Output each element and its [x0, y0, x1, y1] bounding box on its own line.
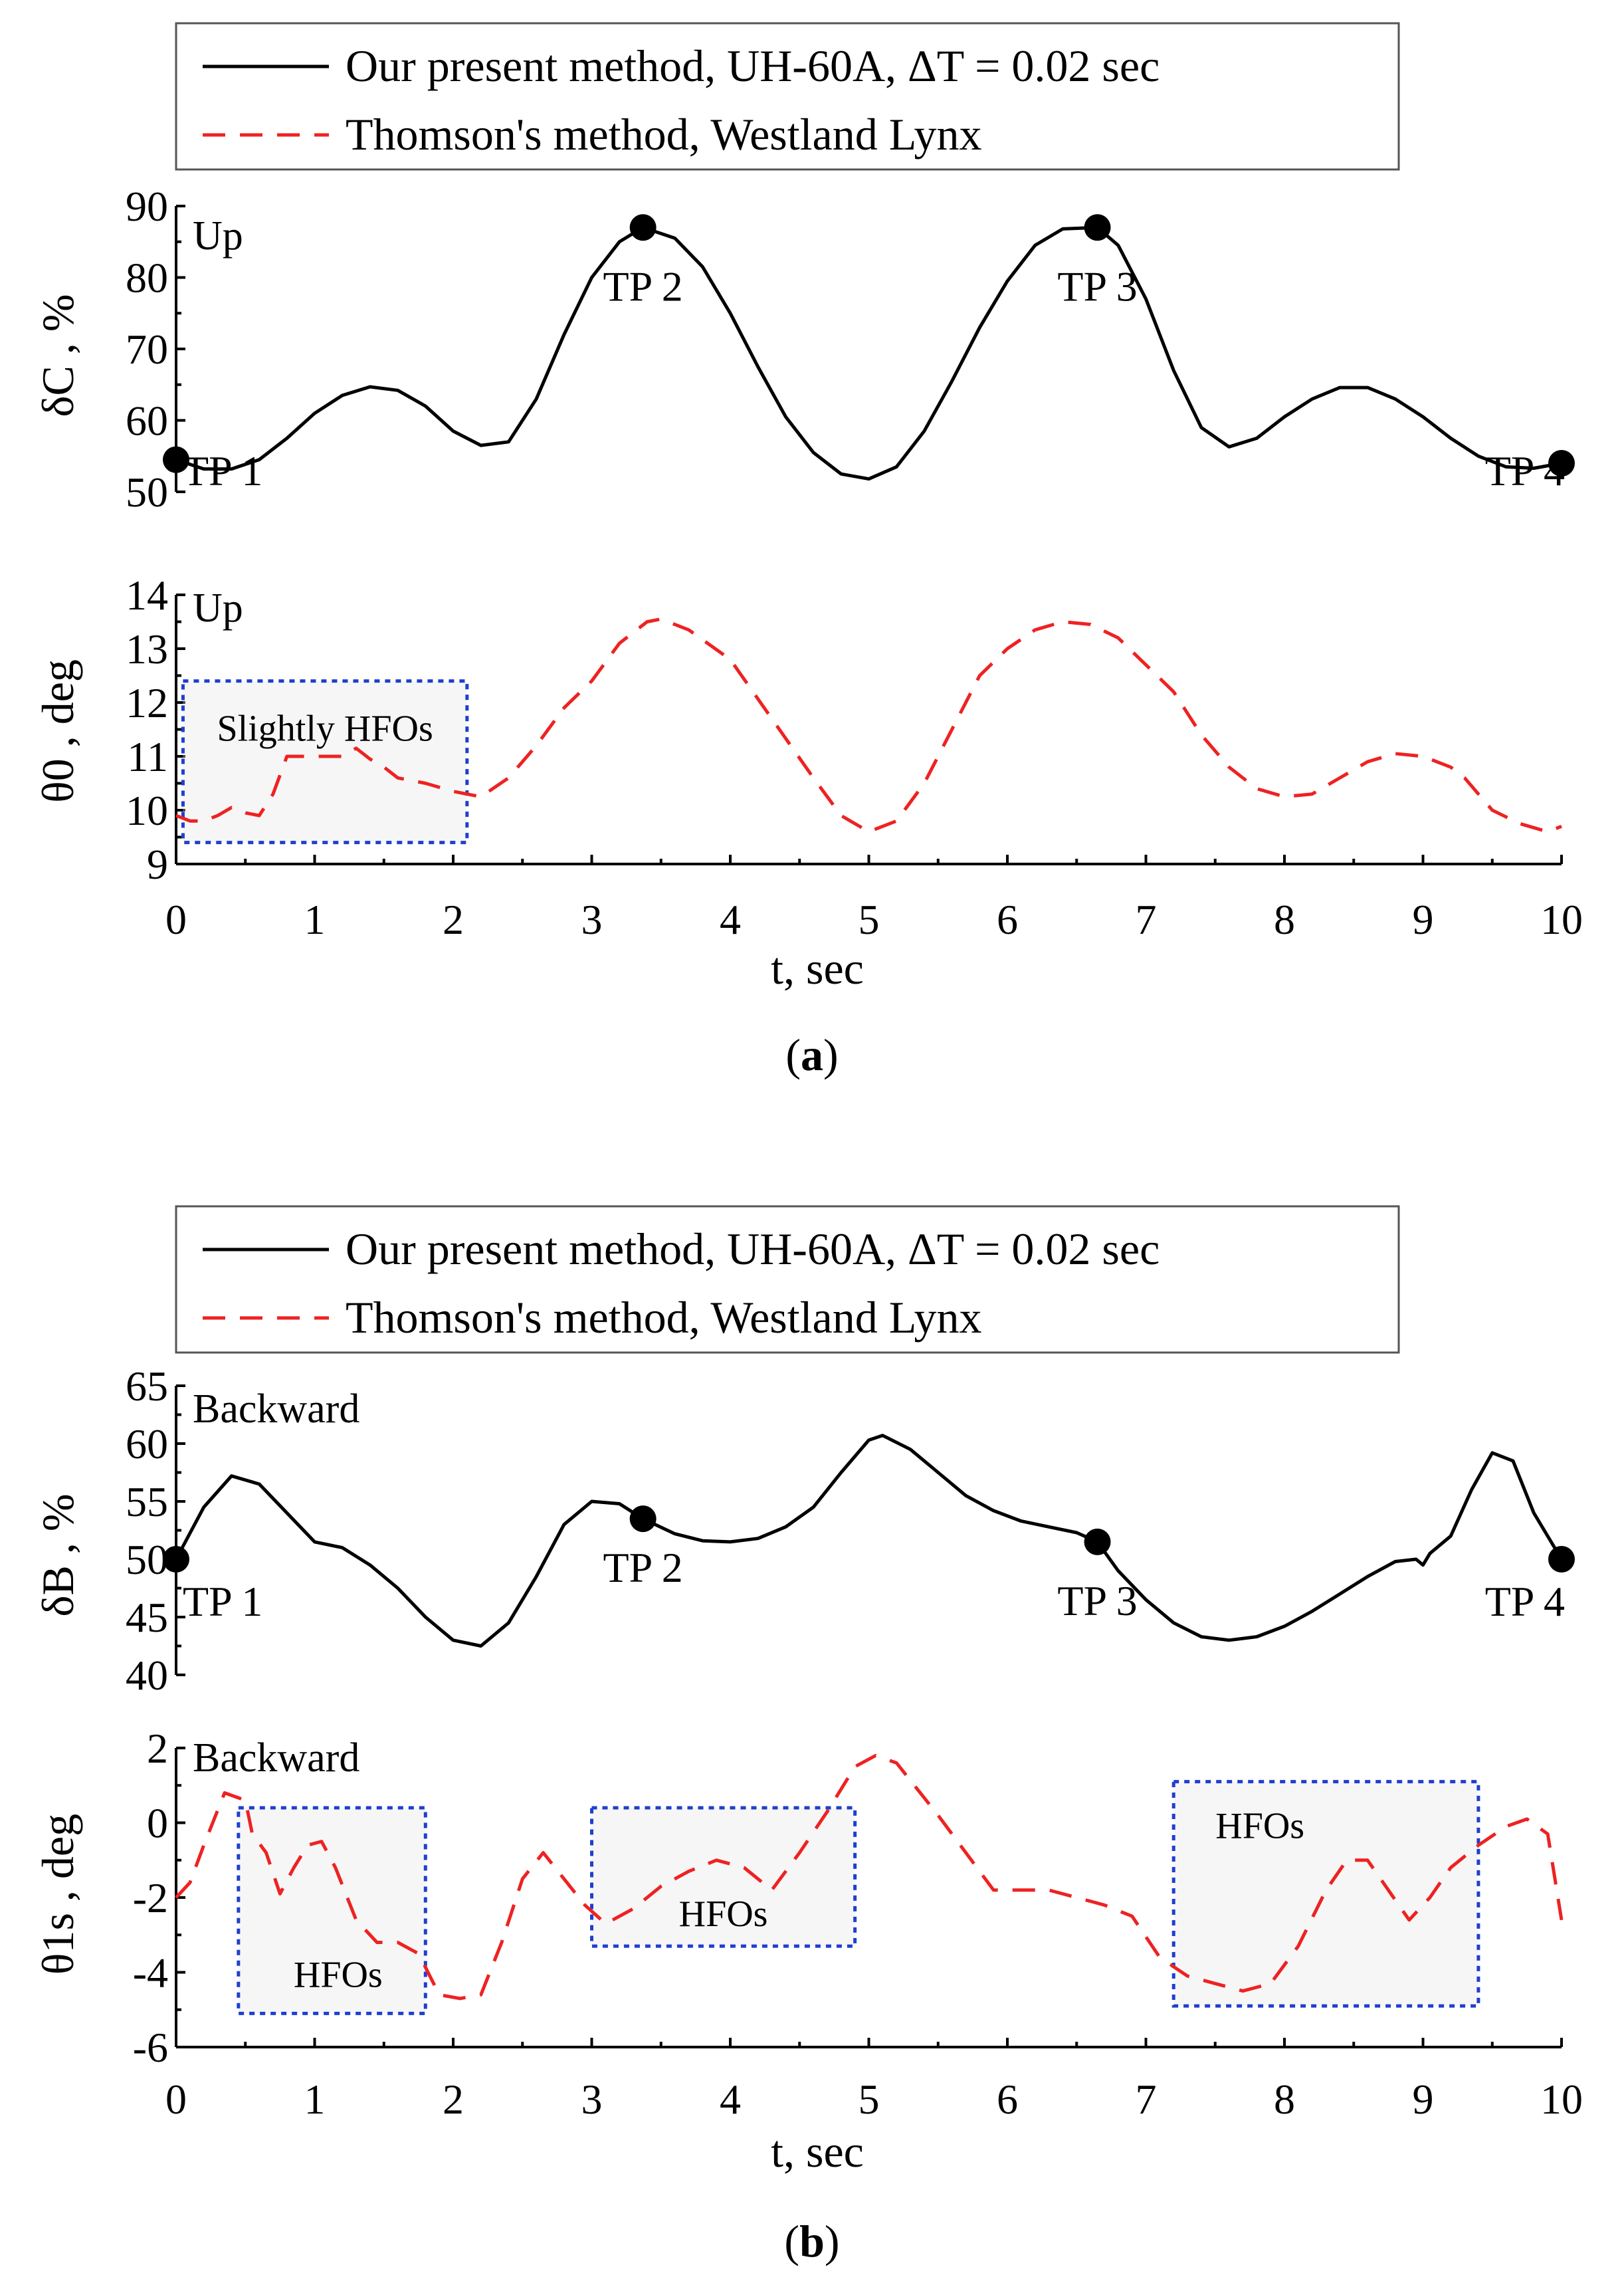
x-tick-label: 1	[304, 896, 326, 943]
plot-b-bottom: -6 -4 -2 0 2 0 1 2 3 4 5 6 7 8 9 10 HFOs HFOs HFOs	[133, 1725, 1583, 2123]
y-tick-label: 0	[147, 1800, 168, 1847]
x-tick-label: 3	[581, 896, 603, 943]
turning-point-label: TP 1	[183, 1578, 262, 1625]
y-tick-label: 60	[126, 397, 168, 445]
hfo-box-label: HFOs	[1215, 1806, 1304, 1847]
y-tick-label: 14	[126, 572, 168, 619]
hfo-box	[590, 1806, 857, 1948]
hfo-box	[1171, 1780, 1480, 2008]
turning-point-label: TP 4	[1485, 1578, 1565, 1625]
plot-tag: Up	[193, 213, 243, 259]
panel-a: Our present method, UH-60A, ΔT = 0.02 se…	[33, 22, 1583, 1080]
turning-point-marker	[1084, 214, 1111, 241]
turning-point-label: TP 3	[1057, 263, 1137, 310]
turning-point-marker	[1548, 1546, 1575, 1573]
turning-point-marker	[163, 446, 189, 473]
plot-a-top: 50 60 70 80 90 TP 1 TP 2 TP 3 TP 4	[126, 183, 1575, 516]
plot-b-top: 40 45 50 55 60 65 TP 1 TP 2 TP 3 TP 4	[126, 1362, 1575, 1699]
y-tick-label: 11	[127, 733, 168, 780]
y-axis-title: δB , %	[33, 1493, 83, 1616]
y-tick-label: 50	[126, 469, 168, 516]
y-tick-label: -4	[133, 1949, 168, 1997]
hfo-box	[237, 1806, 427, 2015]
hfo-box	[181, 679, 469, 845]
x-tick-label: 8	[1274, 2076, 1295, 2123]
legend-box	[175, 22, 1400, 171]
x-tick-label: 7	[1136, 896, 1157, 943]
x-tick-label: 4	[720, 896, 741, 943]
y-tick-label: 9	[147, 841, 168, 888]
hfo-box-label: HFOs	[679, 1894, 768, 1935]
panel-b: Our present method, UH-60A, ΔT = 0.02 se…	[33, 1205, 1583, 2266]
x-tick-label: 10	[1540, 896, 1583, 943]
y-tick-label: 65	[126, 1362, 168, 1410]
turning-point-marker	[1084, 1528, 1111, 1555]
y-tick-label: -2	[133, 1874, 168, 1921]
series-line-dashed	[175, 1753, 1564, 2001]
plot-tag: Up	[193, 586, 243, 631]
turning-point-marker	[1548, 450, 1575, 477]
legend-solid-label: Our present method, UH-60A, ΔT = 0.02 se…	[346, 1224, 1160, 1274]
plot-tag: Backward	[193, 1735, 359, 1781]
series-line-solid	[174, 225, 1564, 481]
y-tick-label: 12	[126, 679, 168, 726]
panel-caption: (a)	[785, 1030, 838, 1080]
y-tick-label: 10	[126, 787, 168, 834]
turning-point-marker	[163, 1546, 189, 1573]
x-tick-label: 10	[1540, 2076, 1583, 2123]
y-tick-label: 2	[147, 1725, 168, 1772]
legend-dashed-label: Thomson's method, Westland Lynx	[346, 109, 981, 160]
y-tick-label: 50	[126, 1536, 168, 1583]
y-tick-label: 45	[126, 1594, 168, 1641]
legend-box	[175, 1205, 1400, 1354]
x-tick-label: 2	[443, 2076, 464, 2123]
turning-point-marker	[629, 214, 657, 241]
x-tick-label: 4	[720, 2076, 741, 2123]
x-tick-label: 2	[443, 896, 464, 943]
y-tick-label: 90	[126, 183, 168, 230]
y-tick-label: -6	[133, 2024, 168, 2071]
y-axis-title: δC , %	[33, 294, 83, 417]
x-tick-label: 9	[1413, 896, 1434, 943]
legend-solid-label: Our present method, UH-60A, ΔT = 0.02 se…	[346, 41, 1160, 91]
turning-point-label: TP 4	[1485, 447, 1565, 494]
x-tick-label: 5	[859, 896, 880, 943]
y-tick-label: 80	[126, 255, 168, 302]
x-tick-label: 9	[1413, 2076, 1434, 2123]
x-tick-label: 3	[581, 2076, 603, 2123]
plot-tag: Backward	[193, 1386, 359, 1432]
x-axis-title: t, sec	[771, 2126, 864, 2177]
y-tick-label: 55	[126, 1478, 168, 1525]
panel-caption: (b)	[784, 2216, 839, 2266]
turning-point-label: TP 3	[1057, 1577, 1137, 1624]
x-axis-title: t, sec	[771, 943, 864, 994]
turning-point-label: TP 2	[603, 263, 682, 310]
hfo-box-label: Slightly HFOs	[217, 708, 433, 750]
y-axis-title: θ0 , deg	[33, 659, 83, 803]
y-axis-title: θ1s , deg	[33, 1814, 83, 1975]
x-tick-label: 7	[1136, 2076, 1157, 2123]
x-tick-label: 0	[165, 896, 187, 943]
x-tick-label: 6	[997, 896, 1018, 943]
legend-dashed-label: Thomson's method, Westland Lynx	[346, 1292, 981, 1343]
x-tick-label: 1	[304, 2076, 326, 2123]
series-line-solid	[174, 1434, 1564, 1648]
y-tick-label: 13	[126, 625, 168, 673]
turning-point-marker	[629, 1505, 657, 1533]
hfo-box-label: HFOs	[294, 1954, 383, 1995]
x-tick-label: 0	[165, 2076, 187, 2123]
y-tick-label: 40	[126, 1652, 168, 1699]
turning-point-label: TP 1	[183, 447, 262, 494]
x-tick-label: 5	[859, 2076, 880, 2123]
x-tick-label: 8	[1274, 896, 1295, 943]
turning-point-label: TP 2	[603, 1544, 682, 1591]
y-tick-label: 70	[126, 326, 168, 373]
x-tick-label: 6	[997, 2076, 1018, 2123]
y-tick-label: 60	[126, 1420, 168, 1468]
